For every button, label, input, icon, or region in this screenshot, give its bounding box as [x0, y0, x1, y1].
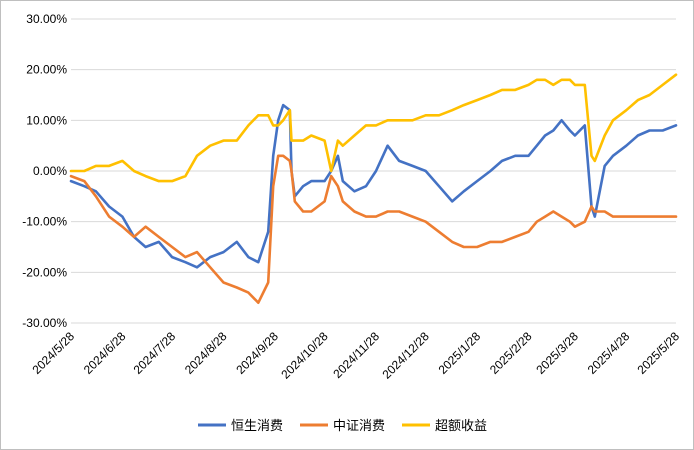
- series-line-2: [69, 73, 678, 183]
- x-tick-label: 2025/4/28: [585, 329, 633, 377]
- legend: 恒生消费 中证消费 超额收益: [198, 419, 487, 434]
- x-tick-label: 2024/5/28: [29, 329, 77, 377]
- legend-label: 超额收益: [435, 419, 487, 434]
- series-lines: [69, 73, 678, 304]
- x-tick-label: 2025/3/28: [533, 329, 581, 377]
- y-tick-label: 30.00%: [26, 12, 67, 26]
- x-tick-label: 2024/12/28: [379, 329, 432, 382]
- x-tick-label: 2024/6/28: [81, 329, 129, 377]
- x-tick-label: 2025/5/28: [634, 329, 682, 377]
- x-tick-label: 2024/10/28: [278, 329, 331, 382]
- x-tick-label: 2024/11/28: [330, 329, 382, 381]
- series-line-1: [69, 154, 678, 304]
- y-tick-label: 20.00%: [26, 63, 67, 77]
- y-tick-label: 0.00%: [33, 164, 67, 178]
- series-line-0: [69, 103, 678, 269]
- x-tick-label: 2024/8/28: [182, 329, 230, 377]
- x-tick-label: 2025/1/28: [436, 329, 484, 377]
- y-axis-ticks: 30.00% 20.00% 10.00% 0.00% -10.00% -20.00% -30…: [22, 12, 67, 330]
- x-tick-label: 2024/7/28: [131, 329, 179, 377]
- legend-label: 恒生消费: [231, 419, 283, 434]
- x-tick-label: 2024/9/28: [233, 329, 281, 377]
- x-tick-label: 2025/2/28: [487, 329, 535, 377]
- y-tick-label: -10.00%: [22, 215, 67, 229]
- legend-label: 中证消费: [333, 419, 385, 434]
- y-tick-label: -20.00%: [22, 265, 67, 279]
- x-axis-ticks: 2024/5/28 2024/6/28 2024/7/28 2024/8/28 2024…: [29, 329, 682, 382]
- y-tick-label: -30.00%: [22, 316, 67, 330]
- y-tick-label: 10.00%: [26, 113, 67, 127]
- gridlines: [71, 18, 676, 324]
